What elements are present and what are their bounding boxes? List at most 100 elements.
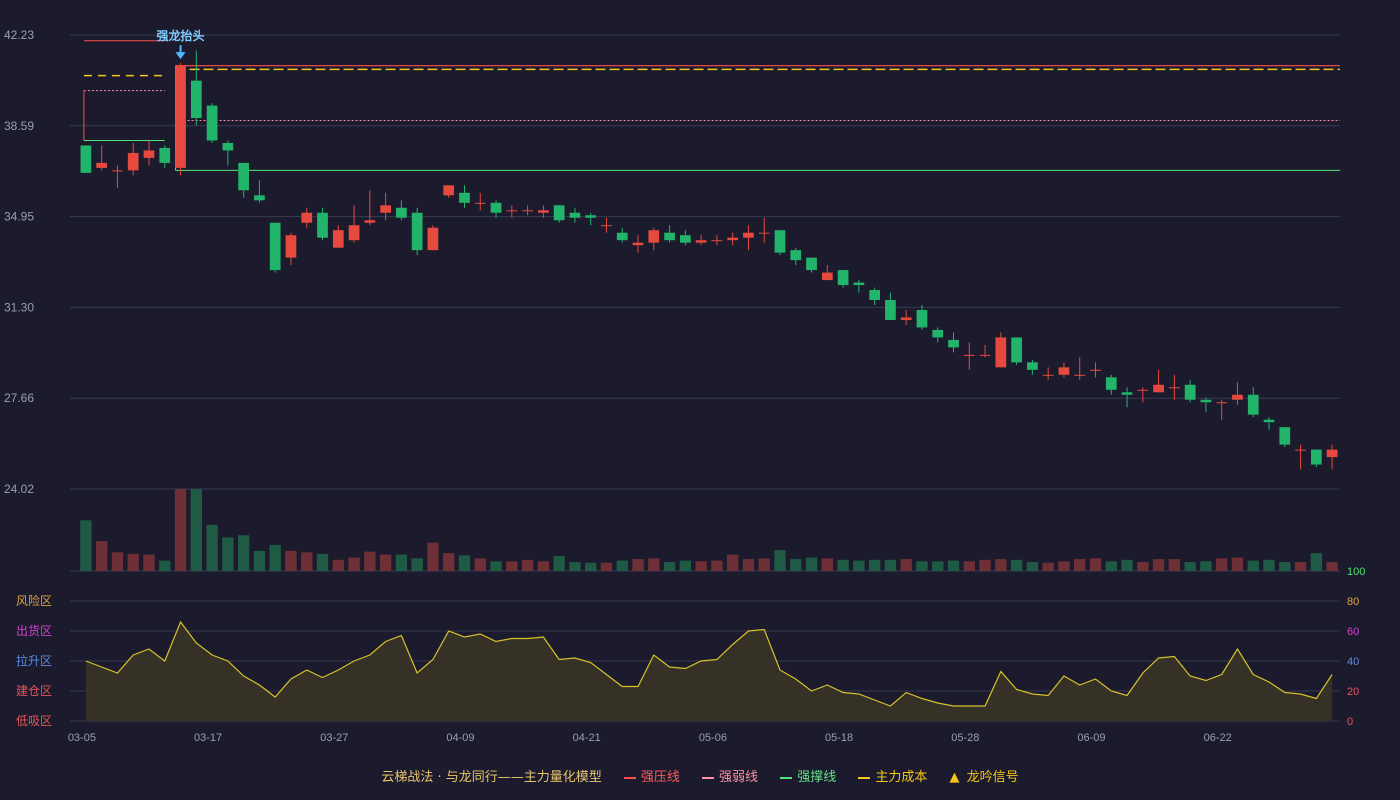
volume-bar (837, 559, 849, 571)
volume-bar (458, 555, 471, 571)
volume-bar (1074, 559, 1086, 571)
candle-body (238, 162, 250, 191)
triangle-up-icon: ▲ (949, 770, 960, 785)
x-tick-label: 03-27 (320, 732, 348, 744)
candle-body (348, 225, 360, 241)
volume-bar (237, 535, 250, 571)
candle-body (80, 145, 92, 173)
candle-body (1310, 449, 1322, 465)
volume-bar (395, 554, 408, 571)
volume-bar (111, 552, 124, 571)
volume-bar (316, 553, 329, 571)
candle-body (1168, 387, 1180, 389)
candle-body (758, 232, 770, 234)
candle-body (1011, 337, 1022, 363)
volume-bar (648, 558, 660, 571)
volume-bar (632, 559, 644, 571)
candle-body (317, 212, 328, 238)
volume-bar (790, 559, 802, 571)
volume-bar (868, 559, 881, 571)
candle-body (269, 222, 281, 271)
volume-bar (758, 558, 770, 571)
volume-bar (932, 561, 944, 571)
x-tick-label: 03-17 (194, 732, 222, 744)
candle-body (648, 230, 660, 243)
signal-arrow-icon (175, 52, 186, 60)
indicator-tick-label: 0 (1347, 716, 1353, 728)
candle-body (459, 192, 470, 203)
x-tick-label: 05-28 (951, 732, 979, 744)
candle-body (632, 242, 644, 246)
volume-bar (174, 489, 187, 571)
candle-body (427, 227, 439, 251)
indicator-zone-label: 出货区 (16, 623, 52, 638)
volume-bar (190, 489, 202, 571)
volume-bar (553, 556, 565, 571)
volume-bar (774, 550, 786, 571)
candle-body (1153, 384, 1164, 393)
candle-body (664, 232, 675, 241)
candle-body (506, 210, 518, 212)
indicator-tick-label: 60 (1347, 626, 1359, 638)
legend-signal[interactable]: ▲ 龙吟信号 (950, 770, 1019, 785)
legend-signal-label: 龙吟信号 (966, 770, 1019, 785)
volume-bar (569, 562, 581, 571)
volume-bar (947, 560, 960, 571)
candle-body (396, 207, 407, 218)
volume-bar (695, 561, 707, 571)
candle-body (1090, 369, 1101, 371)
x-tick-label: 05-18 (825, 732, 853, 744)
indicator-tick-label: 100 (1347, 566, 1365, 578)
price-tick-label: 24.02 (4, 482, 34, 496)
volume-bar (1279, 562, 1291, 571)
volume-bar (1042, 562, 1054, 571)
candle-body (869, 290, 881, 301)
legend-support-line[interactable]: 强撑线 (780, 770, 840, 785)
volume-bar (490, 561, 502, 571)
legend-pressure-line[interactable]: 强压线 (623, 770, 684, 785)
candle-body (569, 212, 581, 218)
volume-bar (1026, 562, 1039, 571)
volume-bar (1247, 560, 1259, 571)
volume-bar (679, 560, 692, 571)
fund-indicator-line (85, 620, 1333, 707)
volume-bar (301, 552, 313, 571)
volume-bar (269, 544, 281, 571)
volume-bar (1326, 562, 1338, 571)
candle-body (411, 212, 423, 251)
candle-body (979, 354, 991, 356)
candle-body (1137, 389, 1149, 391)
price-tick-label: 34.95 (4, 210, 34, 224)
candle-body (679, 235, 691, 243)
candle-body (490, 202, 502, 213)
volume-bar (853, 560, 865, 571)
indicator-zone-label: 拉升区 (16, 653, 52, 668)
volume-bar (332, 559, 344, 571)
volume-bar (443, 553, 455, 571)
candle-body (222, 142, 234, 151)
candle-body (743, 232, 754, 238)
candle-body (285, 235, 297, 258)
candle-body (1058, 367, 1070, 375)
candle-body (853, 282, 865, 286)
candle-body (443, 185, 455, 196)
volume-bar (616, 560, 628, 571)
candle-body (1184, 384, 1196, 400)
legend-cost-line[interactable]: 主力成本 (858, 770, 931, 785)
candle-body (254, 195, 265, 201)
candle-body (159, 147, 171, 163)
legend-title: 云梯战法 · 与龙同行——主力量化模型 (381, 770, 602, 785)
candle-body (995, 337, 1007, 368)
volume-bar (253, 550, 266, 571)
volume-bar (1310, 553, 1323, 571)
volume-bar (379, 554, 392, 571)
volume-bar (1152, 559, 1165, 571)
legend-weak-line[interactable]: 强弱线 (702, 770, 762, 785)
candle-body (1027, 362, 1038, 370)
price-tick-label: 42.23 (4, 28, 34, 42)
candle-body (112, 170, 123, 172)
volume-bar (1121, 559, 1133, 571)
candle-body (837, 270, 849, 286)
candle-body (1295, 449, 1306, 451)
volume-bar (1184, 562, 1196, 571)
